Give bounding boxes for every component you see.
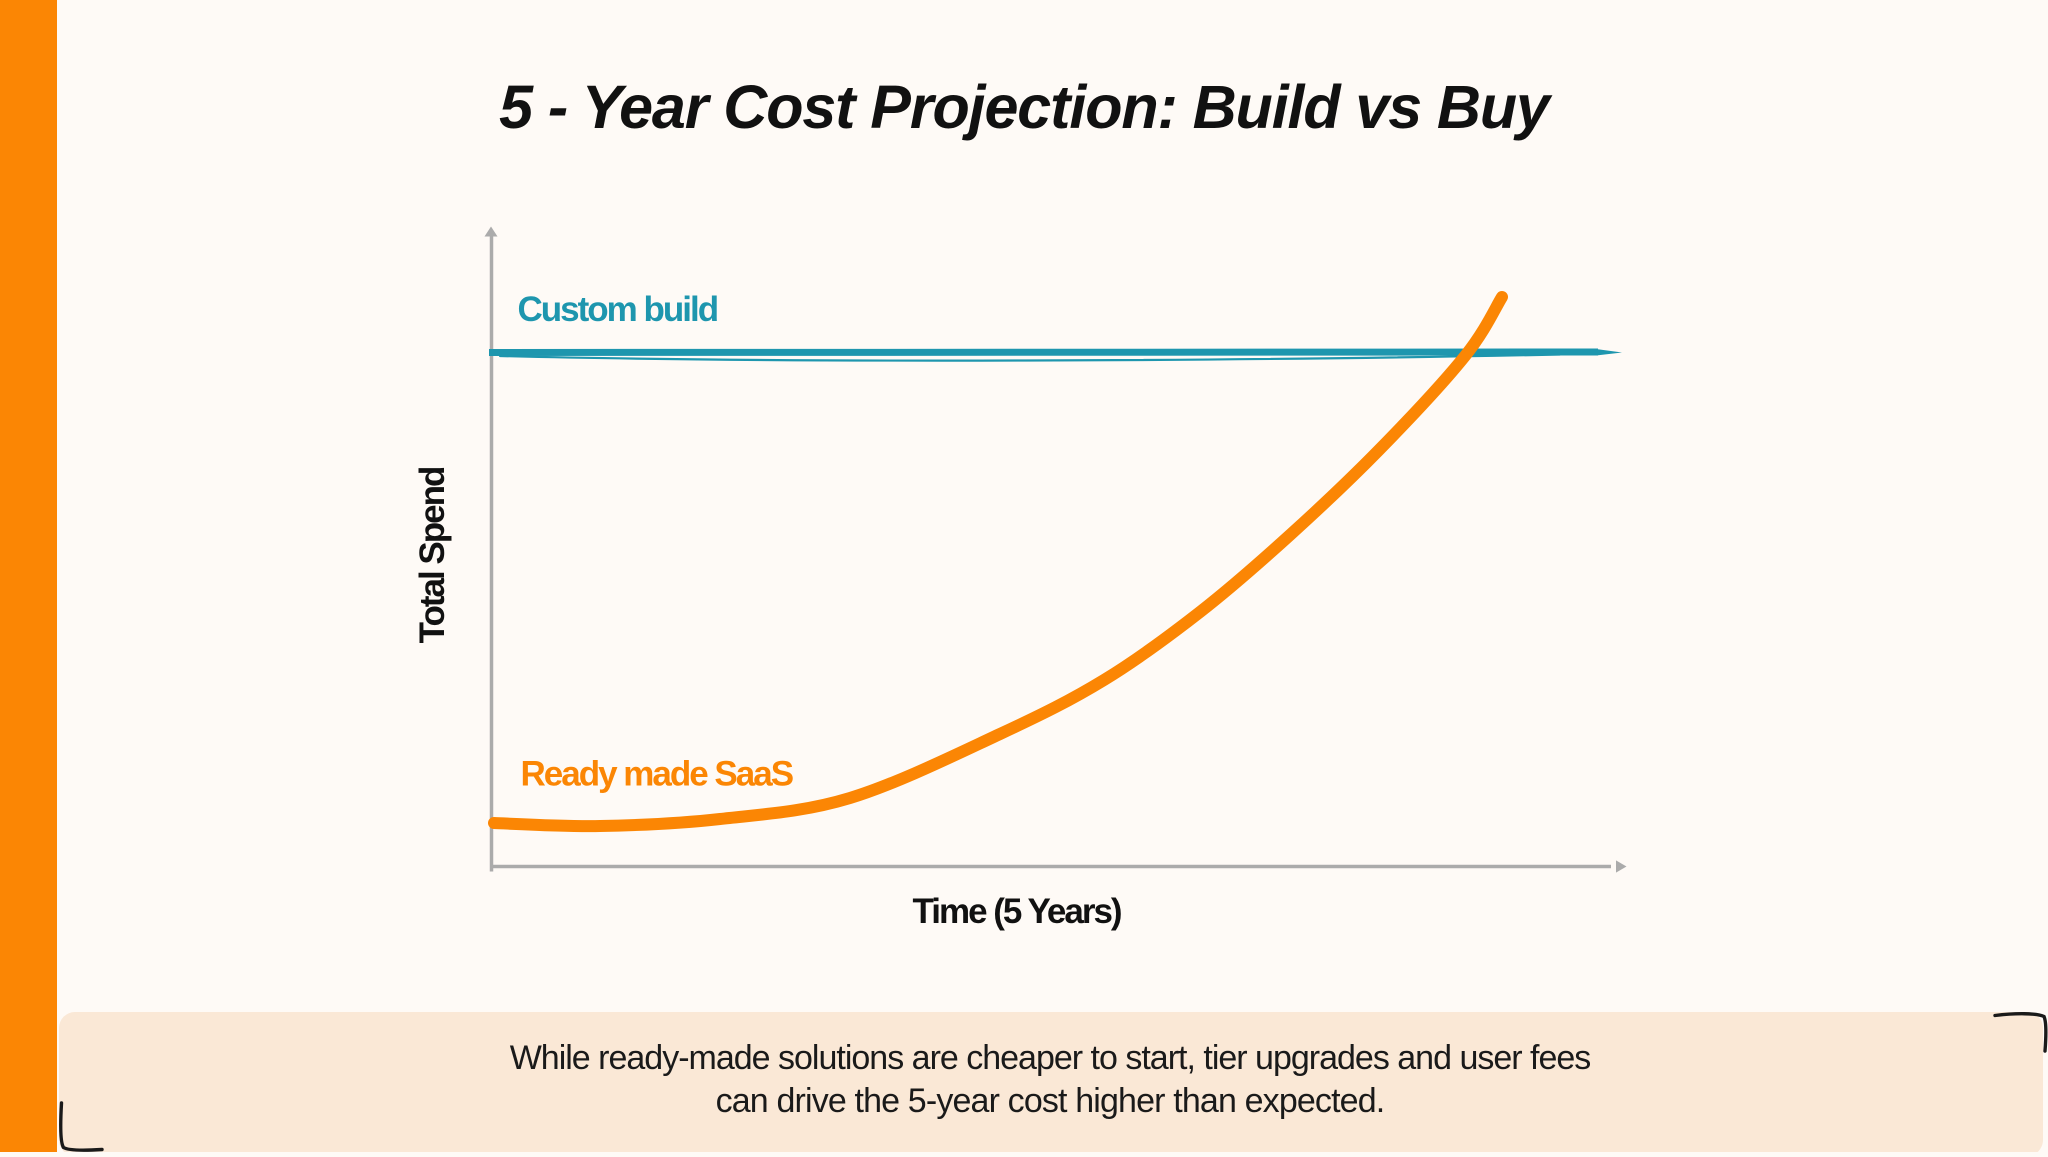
svg-text:Ready made SaaS: Ready made SaaS [521, 755, 793, 794]
svg-text:Total Spend: Total Spend [413, 467, 452, 643]
svg-text:5 - Year Cost Projection: Buil: 5 - Year Cost Projection: Build vs Buy [499, 73, 1553, 141]
svg-text:Custom build: Custom build [518, 290, 718, 329]
svg-text:can drive the 5-year cost high: can drive the 5-year cost higher than ex… [716, 1082, 1385, 1120]
svg-text:While ready-made solutions are: While ready-made solutions are cheaper t… [510, 1039, 1591, 1077]
svg-text:Time (5 Years): Time (5 Years) [913, 892, 1121, 931]
